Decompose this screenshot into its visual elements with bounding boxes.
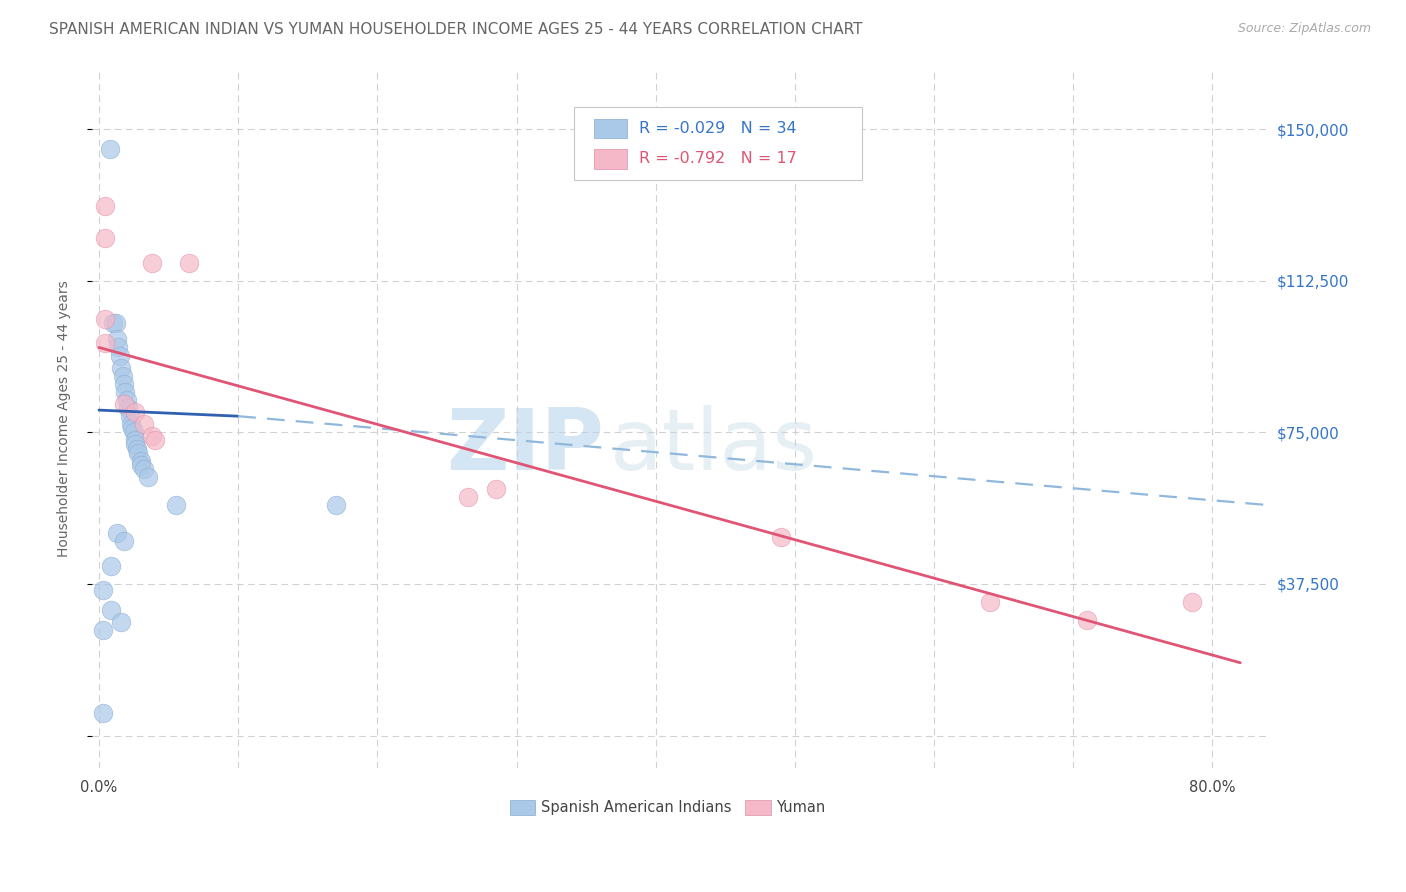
Point [325, 498, 347, 512]
Point [100, 558, 122, 573]
Point [91, 706, 114, 721]
Point [112, 534, 135, 549]
Y-axis label: Householder Income Ages 25 - 44 years: Householder Income Ages 25 - 44 years [58, 280, 72, 557]
FancyBboxPatch shape [574, 107, 862, 180]
Point [141, 429, 163, 443]
Point [141, 255, 163, 269]
Point [91, 582, 114, 597]
Point [485, 482, 508, 496]
Point [136, 470, 159, 484]
Point [132, 461, 155, 475]
Point [107, 341, 129, 355]
Point [124, 405, 146, 419]
Point [104, 316, 127, 330]
Point [121, 421, 143, 435]
Text: Yuman: Yuman [776, 800, 825, 815]
Point [114, 384, 136, 399]
Point [93, 199, 115, 213]
Text: R = -0.029   N = 34: R = -0.029 N = 34 [638, 121, 797, 136]
Point [93, 312, 115, 326]
FancyBboxPatch shape [745, 800, 770, 815]
Point [769, 531, 792, 545]
FancyBboxPatch shape [595, 149, 627, 169]
Point [125, 442, 148, 456]
Point [101, 316, 124, 330]
Text: SPANISH AMERICAN INDIAN VS YUMAN HOUSEHOLDER INCOME AGES 25 - 44 YEARS CORRELATI: SPANISH AMERICAN INDIAN VS YUMAN HOUSEHO… [49, 22, 863, 37]
Point [120, 417, 142, 432]
Point [117, 401, 139, 415]
Text: ZIP: ZIP [446, 405, 603, 488]
Point [112, 397, 135, 411]
Point [143, 434, 166, 448]
Point [124, 434, 146, 448]
Text: Source: ZipAtlas.com: Source: ZipAtlas.com [1237, 22, 1371, 36]
Point [129, 453, 152, 467]
Point [112, 376, 135, 391]
Point [110, 360, 132, 375]
FancyBboxPatch shape [595, 119, 627, 138]
Point [1076, 613, 1098, 627]
Point [115, 392, 138, 407]
Point [132, 417, 155, 432]
Point [124, 437, 146, 451]
Text: R = -0.792   N = 17: R = -0.792 N = 17 [638, 152, 797, 167]
Point [110, 615, 132, 630]
Text: atlas: atlas [609, 405, 817, 488]
Point [127, 445, 149, 459]
Point [179, 255, 201, 269]
Point [105, 526, 128, 541]
Text: Spanish American Indians: Spanish American Indians [541, 800, 731, 815]
Point [111, 368, 134, 383]
Point [457, 490, 479, 504]
Point [98, 142, 121, 156]
Point [93, 231, 115, 245]
Point [100, 603, 122, 617]
FancyBboxPatch shape [509, 800, 536, 815]
Point [122, 425, 145, 440]
Point [108, 349, 131, 363]
Point [105, 332, 128, 346]
Point [979, 595, 1001, 609]
Point [91, 624, 114, 638]
Point [93, 336, 115, 351]
Point [129, 458, 152, 472]
Point [165, 498, 187, 512]
Point [118, 409, 141, 424]
Point [1180, 595, 1202, 609]
